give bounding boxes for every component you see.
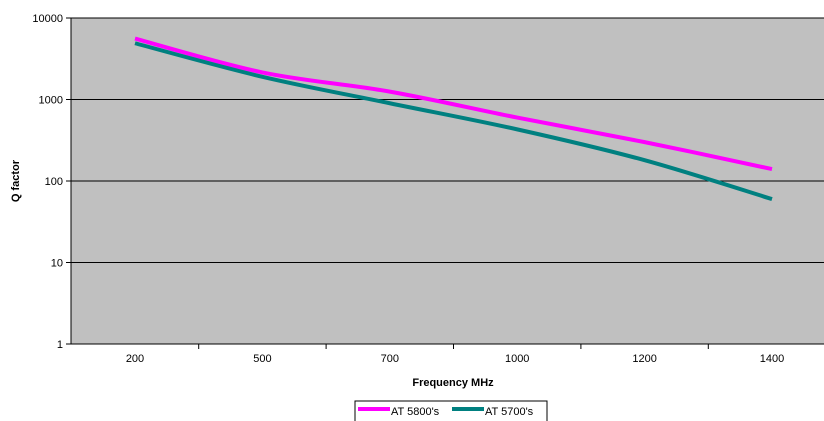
x-tick-label: 700	[381, 353, 399, 365]
legend: AT 5800's AT 5700's	[354, 400, 548, 421]
series-line-2	[134, 41, 773, 201]
x-tick-label: 1400	[760, 353, 784, 365]
series-line-1	[134, 36, 773, 172]
y-tick-label: 10000	[32, 13, 63, 25]
gridlines	[71, 17, 824, 263]
y-axis-ticks: 1 10 100 1000 10000	[32, 13, 71, 351]
x-tick-label: 1200	[632, 353, 656, 365]
y-axis-title: Q factor	[10, 159, 22, 202]
y-tick-label: 100	[45, 176, 63, 188]
x-tick-label: 200	[126, 353, 144, 365]
legend-box	[354, 400, 548, 421]
x-axis-ticks: 200 500 700 1000 1200 1400	[126, 344, 784, 365]
legend-label-2: AT 5700's	[485, 406, 534, 418]
x-tick-label: 500	[253, 353, 271, 365]
legend-label-1: AT 5800's	[391, 406, 440, 418]
y-tick-label: 1000	[39, 95, 63, 107]
y-tick-label: 10	[51, 258, 63, 270]
x-tick-label: 1000	[505, 353, 529, 365]
x-axis-title: Frequency MHz	[412, 377, 494, 389]
y-tick-label: 1	[57, 339, 63, 351]
series-lines	[134, 36, 773, 201]
